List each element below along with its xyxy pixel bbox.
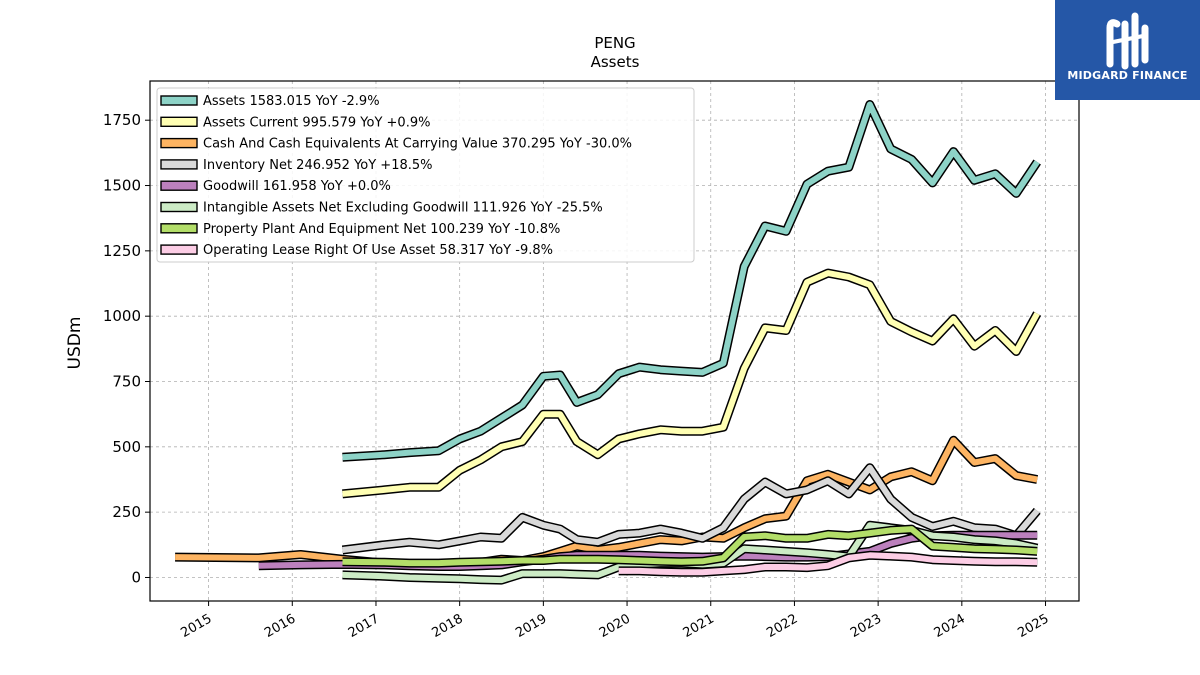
series-line <box>342 526 1038 567</box>
legend-label: Goodwill 161.958 YoY +0.0% <box>203 179 391 194</box>
y-tick-label: 0 <box>131 568 141 586</box>
series-lines <box>175 100 1042 585</box>
series-1 <box>342 268 1042 499</box>
x-tick-label: 2024 <box>932 611 968 641</box>
y-tick-label: 1500 <box>103 177 141 195</box>
legend-swatch <box>160 223 198 234</box>
legend-swatch <box>160 159 198 170</box>
x-tick-label: 2017 <box>346 611 382 641</box>
y-tick-label: 250 <box>112 503 141 521</box>
y-axis-label: USDm <box>65 317 85 370</box>
x-tick-label: 2021 <box>681 611 717 641</box>
series-line <box>342 464 1040 553</box>
legend-swatch <box>160 137 198 149</box>
x-tick-label: 2022 <box>764 611 800 641</box>
series-line <box>618 552 1038 576</box>
legend-swatch <box>160 95 198 106</box>
chart-subtitle: Assets <box>591 53 640 71</box>
y-tick-label: 500 <box>112 438 141 456</box>
brand-logo: MIDGARD FINANCE <box>1055 0 1200 100</box>
x-tick-label: 2020 <box>597 611 633 641</box>
series-line <box>342 270 1040 497</box>
legend-swatch <box>160 180 198 191</box>
x-tick-label: 2016 <box>262 611 298 641</box>
y-tick-label: 1750 <box>103 111 141 129</box>
x-tick-label: 2023 <box>848 611 884 641</box>
x-tick-label: 2015 <box>178 611 214 641</box>
legend-swatch <box>160 244 198 255</box>
series-line-outline <box>175 435 1039 569</box>
brand-name: MIDGARD FINANCE <box>1067 69 1188 82</box>
series-2 <box>175 435 1039 569</box>
legend-swatch <box>160 201 198 213</box>
x-tick-label: 2018 <box>430 611 466 641</box>
legend-label: Intangible Assets Net Excluding Goodwill… <box>203 201 603 216</box>
x-tick-label: 2025 <box>1015 611 1051 641</box>
chart-title: PENG <box>594 34 635 52</box>
legend-box <box>156 87 695 263</box>
legend-swatch <box>160 116 198 128</box>
series-6 <box>342 524 1038 568</box>
y-tick-label: 1000 <box>103 307 141 325</box>
series-7 <box>618 550 1038 577</box>
plot-frame <box>149 80 1080 602</box>
legend-label: Assets Current 995.579 YoY +0.9% <box>203 115 430 130</box>
y-tick-label: 750 <box>112 373 141 391</box>
series-3 <box>341 463 1041 555</box>
x-tick-label: 2019 <box>513 611 549 641</box>
legend-label: Cash And Cash Equivalents At Carrying Va… <box>203 137 632 152</box>
legend-label: Assets 1583.015 YoY -2.9% <box>203 94 380 109</box>
y-tick-label: 1250 <box>103 242 141 260</box>
legend: Assets 1583.015 YoY -2.9% Assets Current … <box>156 87 695 263</box>
legend-label: Operating Lease Right Of Use Asset 58.31… <box>203 243 553 258</box>
legend-label: Inventory Net 246.952 YoY +18.5% <box>203 158 433 173</box>
brand-mark-icon <box>1106 12 1149 70</box>
series-line <box>342 101 1040 461</box>
legend-label: Property Plant And Equipment Net 100.239… <box>203 222 560 237</box>
series-0 <box>342 100 1041 462</box>
series-line-outline <box>342 268 1042 499</box>
